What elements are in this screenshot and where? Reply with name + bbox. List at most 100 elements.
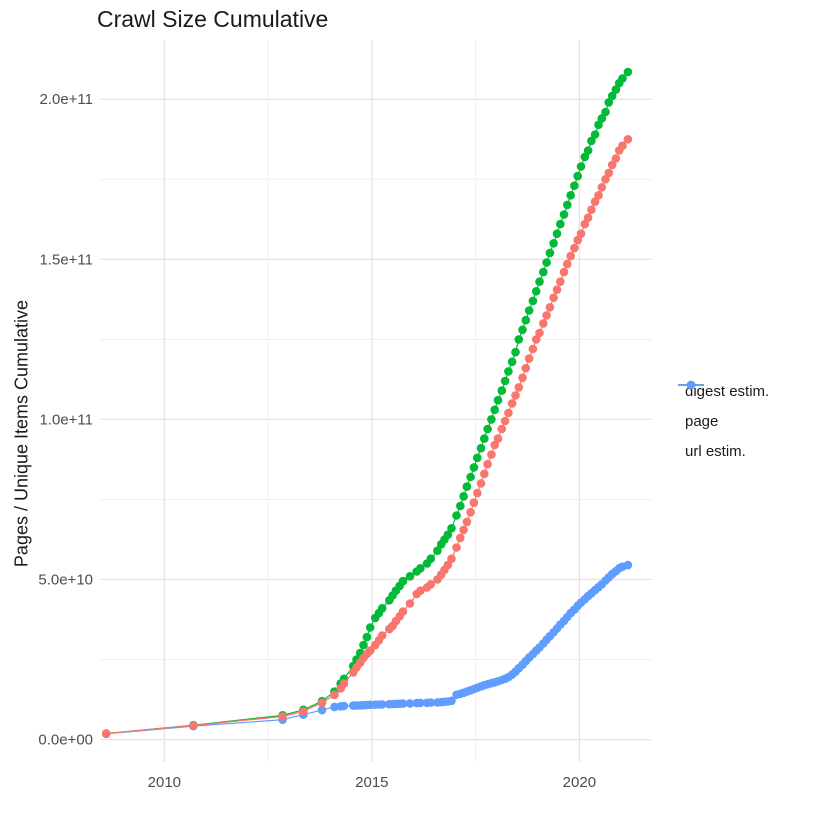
x-tick-label: 2010 [148, 774, 181, 791]
data-point [487, 450, 496, 459]
data-point [447, 554, 456, 563]
data-point [594, 120, 603, 130]
data-point [500, 376, 510, 386]
data-point [507, 357, 517, 367]
y-tick-label: 0.0e+00 [38, 732, 93, 749]
data-point [504, 408, 513, 418]
data-point [542, 311, 551, 320]
data-point [583, 146, 593, 155]
legend-item: url estim. [676, 380, 769, 466]
data-point [476, 479, 486, 488]
data-point [504, 367, 513, 376]
data-point [416, 586, 425, 595]
data-point [524, 306, 534, 315]
data-point [576, 162, 586, 171]
data-point [483, 459, 492, 469]
x-tick-label: 2020 [563, 774, 596, 791]
series-digest-estim- [101, 135, 633, 738]
data-point [416, 698, 425, 708]
data-point [359, 640, 368, 650]
gridlines-minor [100, 40, 652, 762]
data-point [459, 525, 468, 535]
data-point [416, 564, 425, 573]
data-point [507, 399, 517, 408]
data-point [480, 434, 489, 443]
data-point [476, 443, 486, 453]
data-point [563, 200, 572, 210]
data-series [101, 67, 633, 739]
data-point [623, 560, 633, 570]
data-point [339, 701, 349, 711]
data-point [377, 700, 387, 709]
data-point [521, 363, 531, 373]
data-point [535, 277, 544, 287]
gridlines-major [100, 40, 652, 762]
data-point [462, 482, 472, 491]
data-point [339, 679, 349, 688]
data-point [590, 130, 600, 139]
data-point [611, 154, 621, 163]
data-point [447, 696, 456, 706]
data-point [377, 631, 387, 640]
series-url-estim- [101, 560, 633, 739]
data-point [597, 183, 607, 192]
data-point [604, 168, 614, 178]
data-point [497, 424, 507, 434]
data-point [601, 175, 610, 184]
data-point [573, 235, 582, 245]
data-point [580, 152, 590, 162]
data-point [531, 335, 541, 344]
data-point [452, 543, 461, 552]
data-point [549, 293, 558, 303]
data-point [278, 712, 287, 721]
data-point [447, 524, 456, 533]
data-point [559, 267, 569, 277]
data-point [405, 699, 415, 708]
data-point [189, 721, 198, 730]
data-point [552, 229, 562, 238]
data-point [570, 181, 579, 190]
data-point [528, 296, 538, 306]
data-point [601, 107, 610, 117]
x-axis-tick-labels: 2010 2015 2020 [148, 774, 596, 791]
data-point [587, 136, 596, 146]
data-point [566, 251, 575, 261]
data-point [604, 98, 614, 107]
data-point [330, 690, 339, 700]
data-point [469, 463, 479, 472]
data-point [365, 623, 375, 632]
data-point [493, 395, 503, 405]
y-tick-label: 1.0e+11 [39, 411, 93, 428]
legend-item: page [676, 380, 769, 436]
data-point [299, 707, 308, 716]
data-point [521, 315, 531, 325]
data-point [362, 632, 372, 642]
data-point [497, 386, 507, 395]
data-point [398, 699, 408, 708]
data-point [405, 599, 415, 608]
data-point [456, 533, 465, 543]
data-point [466, 508, 475, 517]
legend-label: url estim. [685, 442, 746, 460]
data-point [583, 213, 593, 222]
y-tick-label: 2.0e+11 [39, 91, 93, 108]
data-point [552, 285, 562, 295]
data-point [317, 698, 327, 708]
data-point [607, 91, 617, 101]
data-point [490, 440, 500, 450]
data-point [545, 248, 555, 258]
data-point [597, 114, 607, 123]
data-point [377, 604, 387, 613]
data-point [398, 607, 408, 616]
data-point [623, 135, 633, 144]
data-point [101, 729, 111, 738]
data-point [466, 472, 475, 482]
data-point [426, 698, 436, 707]
data-point [487, 415, 496, 424]
data-point [618, 74, 627, 83]
chart-title: Crawl Size Cumulative [97, 6, 329, 32]
data-point [556, 219, 565, 229]
data-point [549, 239, 558, 248]
data-point [511, 391, 520, 400]
